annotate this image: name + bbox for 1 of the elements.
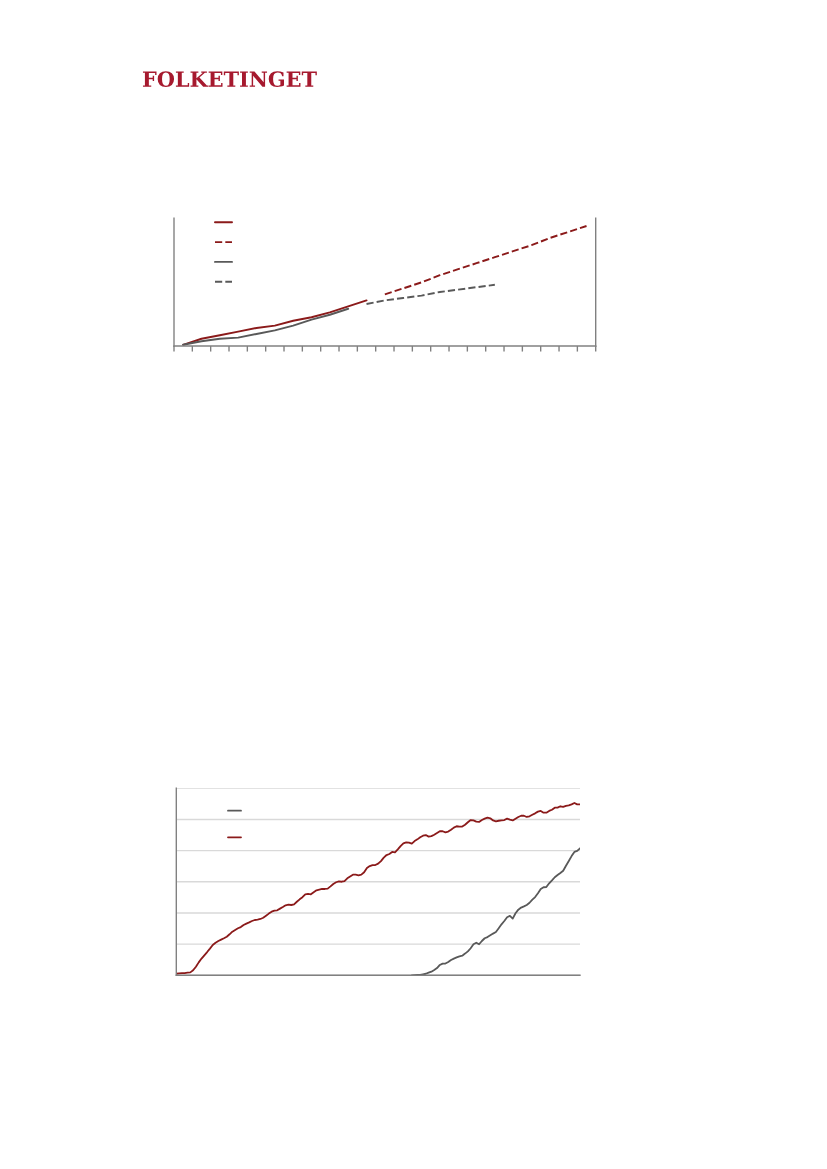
text: FOLKETINGET bbox=[142, 71, 317, 87]
